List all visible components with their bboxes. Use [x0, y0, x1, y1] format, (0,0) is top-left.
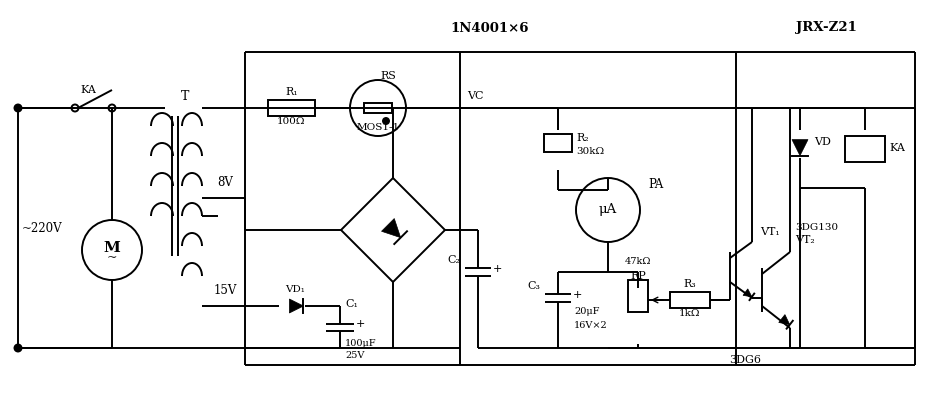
Text: 100Ω: 100Ω	[277, 118, 306, 127]
Text: 15V: 15V	[213, 285, 237, 298]
Circle shape	[109, 105, 115, 112]
Text: 3DG6: 3DG6	[729, 355, 761, 365]
Text: RP: RP	[630, 271, 646, 281]
Text: 20μF: 20μF	[574, 307, 599, 316]
Text: 16V×2: 16V×2	[574, 321, 607, 329]
Text: KA: KA	[889, 143, 905, 153]
Text: R₁: R₁	[285, 87, 298, 97]
Bar	[268, 100, 315, 116]
Circle shape	[576, 178, 640, 242]
Polygon shape	[382, 219, 401, 238]
Text: R₃: R₃	[683, 279, 696, 289]
Text: JRX-Z21: JRX-Z21	[796, 22, 856, 35]
Bar	[845, 136, 885, 162]
Bar	[670, 292, 710, 308]
Text: C₂: C₂	[447, 255, 460, 265]
Polygon shape	[779, 315, 790, 325]
Text: M: M	[104, 241, 121, 255]
Text: 100μF: 100μF	[345, 340, 376, 349]
Text: μA: μA	[599, 204, 617, 217]
Bar	[364, 103, 392, 113]
Text: 1kΩ: 1kΩ	[680, 310, 701, 318]
Text: PA: PA	[648, 178, 664, 191]
Text: C₃: C₃	[527, 281, 540, 291]
Text: 25V: 25V	[345, 351, 364, 360]
Circle shape	[14, 345, 22, 351]
Text: C₁: C₁	[345, 299, 358, 309]
Text: R₂: R₂	[576, 133, 589, 143]
Circle shape	[82, 220, 142, 280]
Text: VT₁: VT₁	[760, 227, 780, 237]
Text: VD₁: VD₁	[285, 285, 305, 294]
Bar	[544, 134, 572, 152]
Text: +: +	[493, 264, 503, 274]
Text: 30kΩ: 30kΩ	[576, 147, 604, 156]
Text: 3DG130: 3DG130	[795, 224, 838, 233]
Text: T: T	[181, 90, 189, 103]
Circle shape	[350, 80, 406, 136]
Circle shape	[383, 118, 389, 124]
Polygon shape	[792, 140, 808, 156]
Polygon shape	[289, 299, 303, 313]
Text: KA: KA	[80, 85, 95, 95]
Text: RS: RS	[380, 71, 396, 81]
Circle shape	[14, 105, 22, 112]
Text: 8V: 8V	[217, 176, 233, 189]
Text: +: +	[356, 319, 365, 329]
Text: ~: ~	[107, 252, 117, 264]
Circle shape	[71, 105, 79, 112]
Text: 1N4001×6: 1N4001×6	[451, 22, 529, 35]
Text: VC: VC	[467, 91, 484, 101]
Text: +: +	[573, 290, 582, 300]
Polygon shape	[743, 289, 752, 297]
Text: ~220V: ~220V	[22, 222, 63, 235]
Text: VD: VD	[814, 137, 831, 147]
Text: VT₂: VT₂	[795, 235, 814, 245]
Text: MOS1-1: MOS1-1	[357, 123, 400, 132]
Text: 47kΩ: 47kΩ	[624, 257, 651, 266]
Bar	[628, 280, 648, 312]
